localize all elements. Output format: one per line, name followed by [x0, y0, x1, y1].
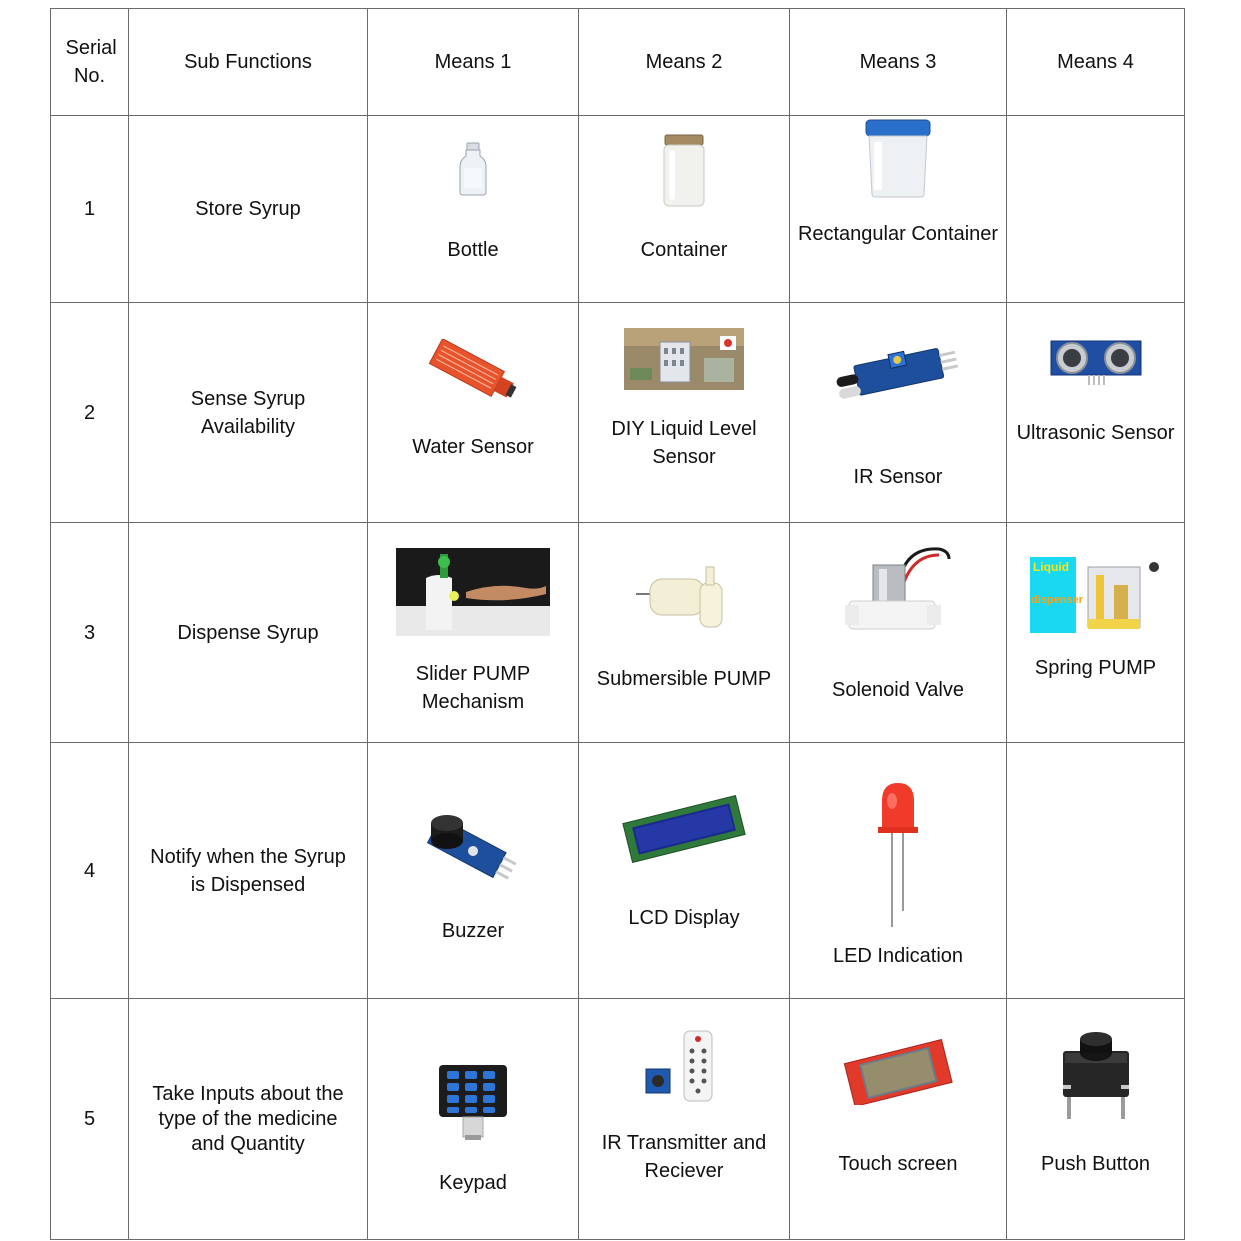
means-label: Keypad [439, 1172, 507, 1194]
table-row: 2 Sense Syrup Availability Water Sensor [50, 302, 1185, 523]
means-cell: Ultrasonic Sensor [1006, 302, 1185, 523]
means-cell-empty [1006, 115, 1185, 303]
means-label: IR Transmitter and Reciever [601, 1132, 767, 1182]
means-label: Ultrasonic Sensor [1016, 422, 1175, 444]
buzzer-module-icon [426, 815, 517, 880]
led-icon [878, 783, 918, 927]
ultrasonic-sensor-icon [1050, 340, 1141, 385]
means-cell: Liquid dispenser Spring PUMP [1006, 522, 1185, 743]
means-cell: LCD Display [578, 742, 790, 999]
means-cell: Submersible PUMP [578, 522, 790, 743]
means-label: Rectangular Container [797, 223, 999, 245]
header-means-1: Means 1 [367, 8, 579, 116]
liquid-dispenser-icon: Liquid dispenser [1029, 557, 1162, 633]
means-cell: IR Transmitter and Reciever [578, 998, 790, 1240]
image-text-liquid: Liquid [1033, 560, 1069, 574]
header-sub-functions: Sub Functions [128, 8, 368, 116]
table-row: 4 Notify when the Syrup is Dispensed [50, 742, 1185, 999]
means-cell: Push Button [1006, 998, 1185, 1240]
serial-cell: 2 [50, 302, 129, 523]
ir-remote-icon [645, 1030, 713, 1102]
means-label: Bottle [447, 239, 499, 261]
touch-screen-icon [843, 1039, 953, 1105]
means-cell-empty [1006, 742, 1185, 999]
means-cell: Keypad [367, 998, 579, 1240]
means-cell: Solenoid Valve [789, 522, 1007, 743]
means-cell: Container [578, 115, 790, 303]
means-label: Slider PUMP Mechanism [415, 663, 531, 713]
jar-icon [663, 134, 705, 207]
bottle-icon [459, 142, 487, 196]
header-row: Serial No. Sub Functions Means 1 Means 2… [50, 8, 1185, 116]
rectangular-container-icon [865, 119, 931, 198]
sub-function-cell: Store Syrup [128, 115, 368, 303]
sub-function-cell: Dispense Syrup [128, 522, 368, 743]
serial-cell: 5 [50, 998, 129, 1240]
lcd-display-icon [622, 795, 746, 863]
means-label: Submersible PUMP [596, 668, 772, 690]
means-label: DIY Liquid Level Sensor [611, 418, 757, 468]
hand-sanitizer-pump-icon [396, 548, 550, 636]
means-cell: Touch screen [789, 998, 1007, 1240]
means-label: LED Indication [832, 945, 964, 967]
means-label: Buzzer [441, 920, 505, 942]
means-label: Push Button [1041, 1153, 1150, 1175]
liquid-level-sensor-icon [624, 328, 744, 390]
keypad-icon [439, 1065, 507, 1140]
header-means-3: Means 3 [789, 8, 1007, 116]
means-label: IR Sensor [853, 466, 943, 488]
means-label: Water Sensor [412, 436, 534, 458]
table-row: 5 Take Inputs about the type of the medi… [50, 998, 1185, 1240]
means-label: Touch screen [838, 1153, 958, 1175]
water-sensor-icon [428, 339, 517, 398]
serial-cell: 1 [50, 115, 129, 303]
means-cell: Bottle [367, 115, 579, 303]
means-cell: IR Sensor [789, 302, 1007, 523]
table-row: 3 Dispense Syrup Slider PUMP Mechanism [50, 522, 1185, 743]
submersible-pump-icon [636, 566, 723, 628]
header-means-2: Means 2 [578, 8, 790, 116]
means-cell: Water Sensor [367, 302, 579, 523]
image-text-dispenser: dispenser [1031, 594, 1084, 606]
means-label: Solenoid Valve [832, 679, 964, 701]
table-row: 1 Store Syrup Bottle Container [50, 115, 1185, 303]
ir-sensor-icon [836, 348, 959, 399]
serial-cell: 4 [50, 742, 129, 999]
means-cell: Buzzer [367, 742, 579, 999]
means-label: LCD Display [628, 907, 740, 929]
sub-function-cell: Sense Syrup Availability [128, 302, 368, 523]
sub-function-cell: Take Inputs about the type of the medici… [128, 998, 368, 1240]
means-label: Spring PUMP [1034, 657, 1157, 679]
means-cell: DIY Liquid Level Sensor [578, 302, 790, 523]
means-cell: Slider PUMP Mechanism [367, 522, 579, 743]
header-means-4: Means 4 [1006, 8, 1185, 116]
means-label: Container [640, 239, 728, 261]
header-serial: Serial No. [50, 8, 129, 116]
morphological-chart: Serial No. Sub Functions Means 1 Means 2… [50, 8, 1185, 1240]
means-cell: LED Indication [789, 742, 1007, 999]
push-button-icon [1062, 1032, 1129, 1119]
sub-function-cell: Notify when the Syrup is Dispensed [128, 742, 368, 999]
means-cell: Rectangular Container [789, 115, 1007, 303]
solenoid-valve-icon [845, 547, 951, 630]
serial-cell: 3 [50, 522, 129, 743]
